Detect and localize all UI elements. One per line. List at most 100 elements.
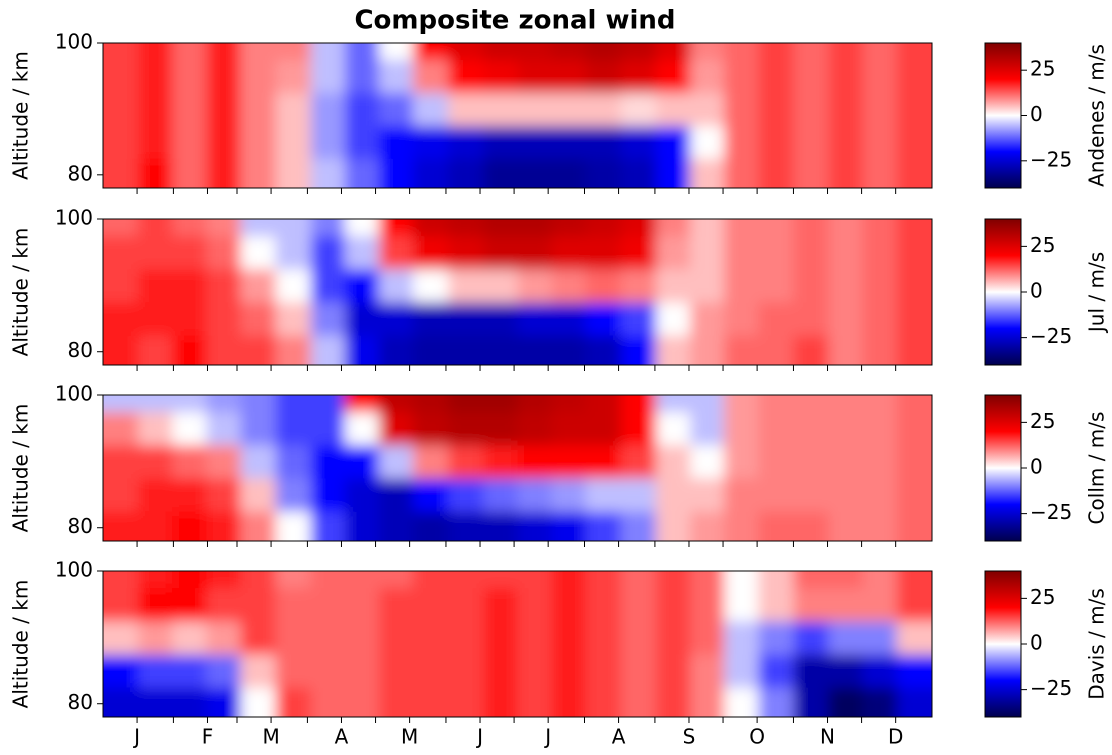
cell [758,687,794,717]
cell [206,411,241,446]
cell [656,587,691,622]
cell [690,687,725,717]
cell [517,511,553,541]
cell [138,620,173,655]
cell [206,444,241,479]
cell [585,43,622,60]
cell [656,43,691,60]
cell [483,125,518,159]
heatmap [103,43,932,188]
cell [896,395,932,413]
cell [517,587,553,622]
cell [793,620,830,655]
cell [240,219,277,237]
cell [483,301,518,336]
cell [413,59,449,93]
cell [793,219,830,237]
cell [448,43,484,60]
cell [585,511,622,541]
cell [896,477,932,512]
colorbar-tick-label: 0 [1030,631,1043,655]
cell [103,477,139,512]
heatmap-cells [103,219,932,365]
cell [138,92,173,126]
cell [310,219,346,237]
cell [172,620,207,655]
colorbar-label: Andenes / m/s [1085,44,1109,187]
cell [793,158,830,188]
cell [483,477,518,512]
cell [585,235,622,270]
cell [344,653,380,688]
cell [206,620,241,655]
cell [517,43,553,60]
cell [896,653,932,688]
cell [344,511,380,541]
cell [103,301,139,336]
cell [828,444,864,479]
cell [793,92,830,126]
cell [172,59,207,93]
cell [240,158,277,188]
cell [344,59,380,93]
cell [448,219,484,237]
cell [551,335,587,365]
cell [620,335,657,365]
cell [483,219,518,237]
cell [793,687,830,717]
y-tick-label: 80 [68,161,93,185]
cell [310,335,346,365]
cell [172,43,207,60]
cell [758,411,794,446]
heatmap [103,571,932,717]
cell [551,219,587,237]
cell [828,411,864,446]
cell [517,92,553,126]
cell [656,395,691,413]
cell [828,653,864,688]
cell [828,395,864,413]
cell [517,301,553,336]
cell [517,125,553,159]
cell [172,687,207,717]
cell [275,511,312,541]
cell [275,219,312,237]
cell [793,511,830,541]
cell [862,587,898,622]
cell [585,268,622,303]
cell [517,653,553,688]
cell [585,158,622,188]
cell [620,301,657,336]
cell [275,92,312,126]
cell [828,335,864,365]
cell [724,335,759,365]
colorbar-tick-label: −25 [1030,676,1072,700]
cell [483,158,518,188]
cell [517,571,553,589]
cell [656,219,691,237]
cell [138,411,173,446]
cell [378,411,414,446]
cell [656,335,691,365]
x-tick-label: J [475,725,483,749]
cell [828,301,864,336]
cell [690,301,725,336]
cell [690,92,725,126]
y-axis-label: Altitude / km [9,228,33,357]
cell [896,43,932,60]
cell [240,235,277,270]
cell [793,444,830,479]
cell [517,158,553,188]
y-tick-label: 100 [55,30,93,54]
cell [206,477,241,512]
cell [310,687,346,717]
cell [551,268,587,303]
cell [378,620,414,655]
cell [103,395,139,413]
cell [413,687,449,717]
cell [585,477,622,512]
cell [690,477,725,512]
cell [483,511,518,541]
cell [690,268,725,303]
cell [378,92,414,126]
